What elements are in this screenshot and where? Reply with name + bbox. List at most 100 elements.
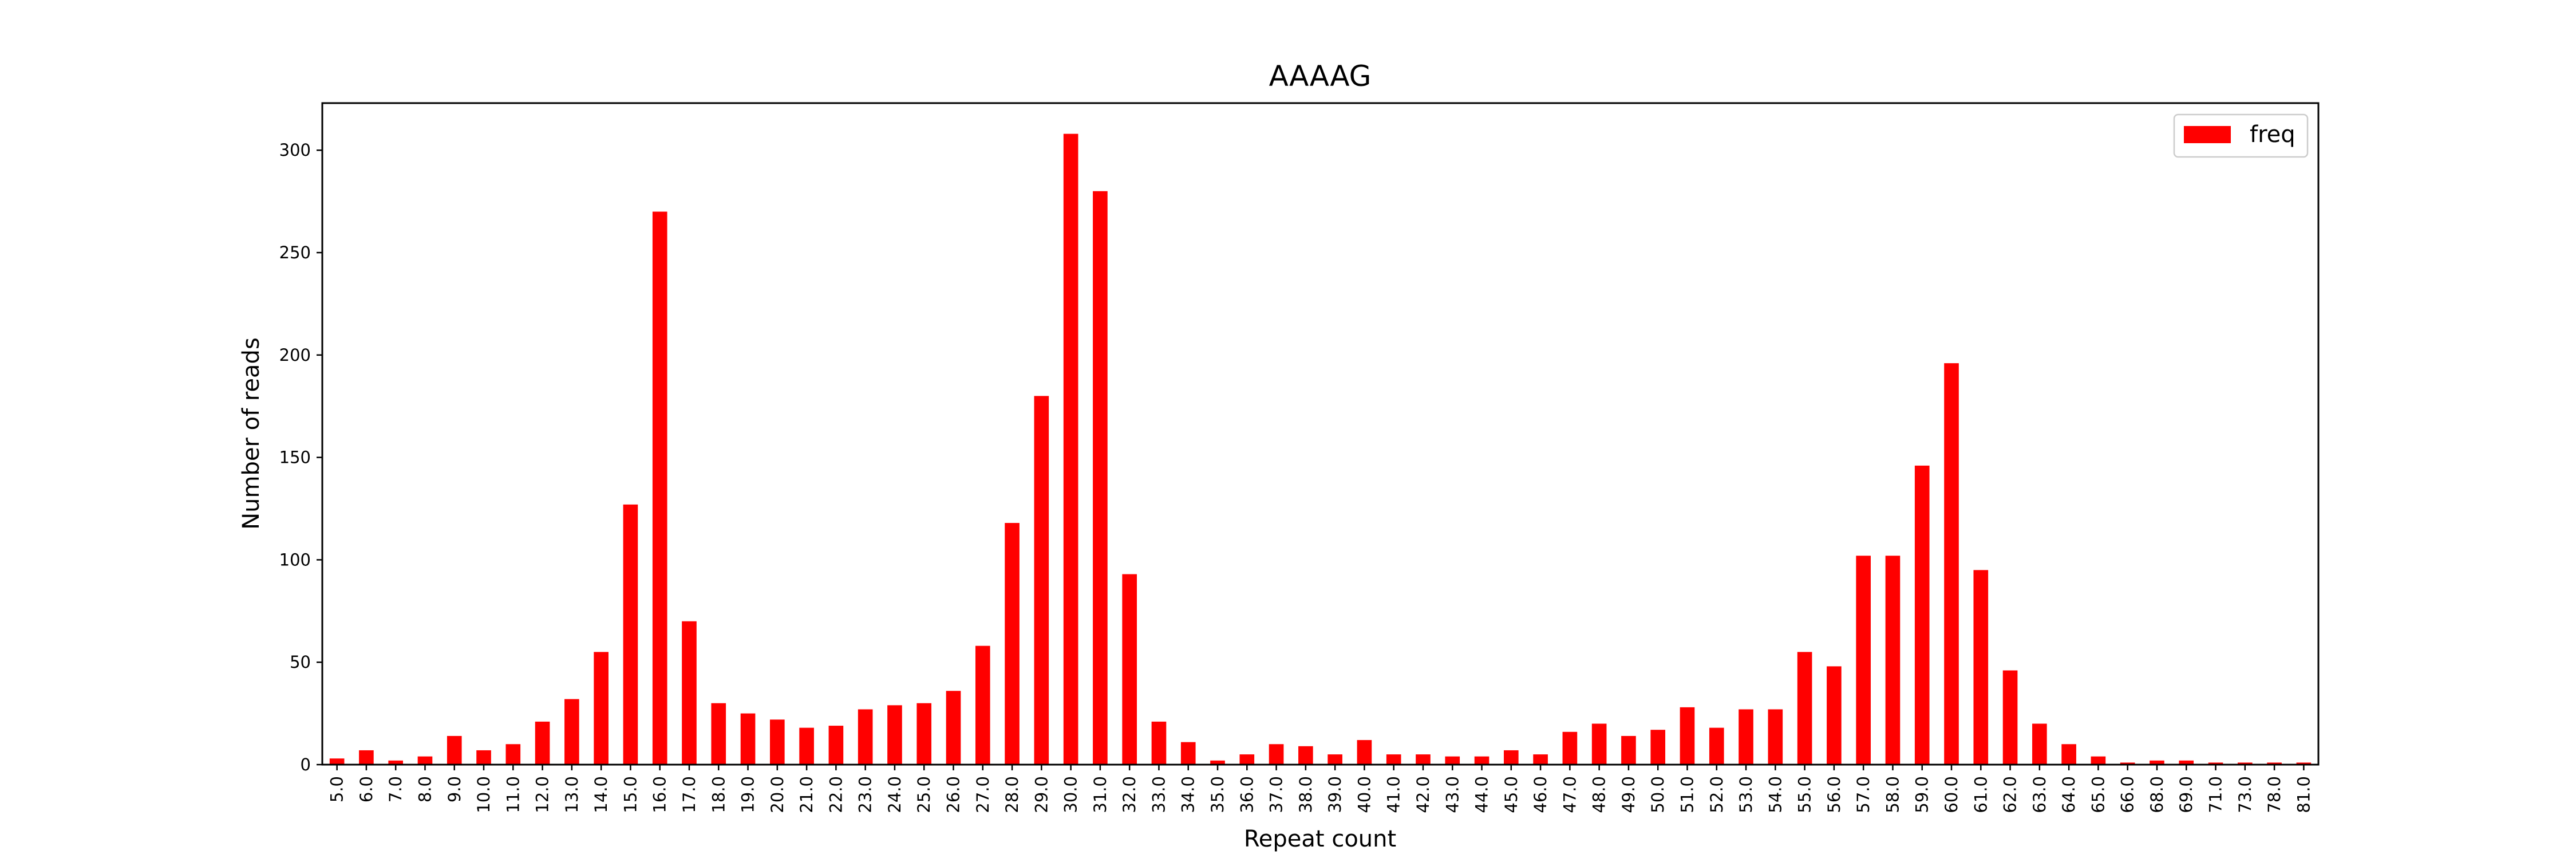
bar-60.0 [1944, 363, 1959, 765]
bar-23.0 [858, 709, 873, 765]
bar-28.0 [1005, 523, 1020, 765]
bar-69.0 [2179, 760, 2194, 765]
x-tick-label: 27.0 [973, 776, 993, 813]
bar-40.0 [1357, 740, 1372, 765]
bar-10.0 [476, 750, 491, 765]
bar-55.0 [1797, 652, 1812, 765]
bar-16.0 [652, 211, 667, 765]
bar-48.0 [1591, 723, 1607, 765]
x-tick-label: 37.0 [1267, 776, 1286, 813]
bar-29.0 [1034, 396, 1049, 765]
bar-24.0 [887, 705, 902, 765]
legend-label: freq [2250, 121, 2296, 148]
x-tick-label: 23.0 [856, 776, 875, 813]
x-tick-label: 38.0 [1296, 776, 1315, 813]
bar-12.0 [535, 721, 550, 765]
x-tick-label: 7.0 [386, 776, 405, 802]
bar-56.0 [1827, 666, 1842, 765]
bar-62.0 [2002, 670, 2018, 765]
bar-50.0 [1650, 730, 1666, 765]
x-tick-label: 46.0 [1531, 776, 1550, 813]
bar-66.0 [2120, 762, 2135, 765]
bar-37.0 [1269, 744, 1284, 765]
x-tick-label: 39.0 [1325, 776, 1345, 813]
bar-39.0 [1327, 754, 1342, 765]
bar-46.0 [1533, 754, 1548, 765]
x-tick-label: 30.0 [1061, 776, 1081, 813]
x-tick-label: 40.0 [1354, 776, 1374, 813]
bar-30.0 [1063, 133, 1078, 765]
x-tick-label: 69.0 [2176, 776, 2196, 813]
x-tick-label: 63.0 [2030, 776, 2049, 813]
bar-63.0 [2032, 723, 2047, 765]
x-tick-label: 32.0 [1120, 776, 1139, 813]
x-tick-label: 36.0 [1237, 776, 1257, 813]
legend: freq [2173, 113, 2309, 158]
bar-35.0 [1210, 760, 1225, 765]
bar-41.0 [1386, 754, 1401, 765]
bar-27.0 [975, 645, 990, 765]
x-tick-label: 44.0 [1472, 776, 1492, 813]
x-tick-label: 25.0 [914, 776, 934, 813]
bar-19.0 [740, 713, 756, 765]
bar-5.0 [329, 758, 345, 765]
bar-14.0 [594, 652, 609, 765]
bar-25.0 [916, 703, 932, 765]
bar-36.0 [1239, 754, 1255, 765]
bar-65.0 [2091, 756, 2106, 765]
bar-21.0 [799, 727, 814, 765]
x-tick-label: 16.0 [650, 776, 670, 813]
x-tick-label: 45.0 [1502, 776, 1521, 813]
bar-73.0 [2237, 762, 2253, 765]
bar-54.0 [1768, 709, 1783, 765]
bars [329, 133, 2312, 765]
y-axis: 0 50 100 150 200 250 300 [279, 140, 322, 774]
bar-59.0 [1914, 465, 1930, 765]
x-tick-label: 21.0 [797, 776, 816, 813]
x-tick-label: 54.0 [1765, 776, 1785, 813]
bar-53.0 [1739, 709, 1753, 765]
legend-swatch [2184, 126, 2231, 143]
x-tick-label: 53.0 [1736, 776, 1756, 813]
x-tick-label: 26.0 [944, 776, 963, 813]
plot-frame [321, 102, 2320, 766]
x-tick-label: 59.0 [1913, 776, 1932, 813]
bar-43.0 [1445, 756, 1460, 765]
y-tick-label: 50 [290, 652, 311, 672]
x-tick-label: 31.0 [1091, 776, 1110, 813]
chart-title: AAAAG [1269, 60, 1372, 93]
bar-26.0 [946, 691, 961, 765]
x-tick-label: 41.0 [1384, 776, 1404, 813]
x-tick-label: 42.0 [1413, 776, 1433, 813]
bar-20.0 [770, 719, 785, 765]
x-tick-label: 15.0 [621, 776, 640, 813]
bar-81.0 [2296, 762, 2312, 765]
x-tick-label: 6.0 [357, 776, 376, 802]
x-tick-label: 58.0 [1883, 776, 1902, 813]
bar-44.0 [1474, 756, 1490, 765]
bar-38.0 [1298, 746, 1313, 765]
x-tick-label: 56.0 [1824, 776, 1844, 813]
x-tick-label: 62.0 [2001, 776, 2020, 813]
x-tick-label: 51.0 [1677, 776, 1697, 813]
bar-49.0 [1621, 735, 1636, 765]
x-tick-label: 34.0 [1179, 776, 1198, 813]
x-tick-label: 14.0 [591, 776, 611, 813]
x-tick-label: 17.0 [679, 776, 699, 813]
x-tick-label: 12.0 [533, 776, 552, 813]
x-tick-label: 48.0 [1590, 776, 1609, 813]
x-tick-label: 50.0 [1648, 776, 1668, 813]
x-tick-label: 55.0 [1795, 776, 1815, 813]
x-tick-label: 68.0 [2147, 776, 2167, 813]
x-tick-label: 18.0 [709, 776, 728, 813]
bar-45.0 [1504, 750, 1519, 765]
bar-78.0 [2267, 762, 2282, 765]
y-tick-label: 300 [279, 140, 311, 160]
x-tick-label: 28.0 [1002, 776, 1022, 813]
bar-34.0 [1180, 742, 1196, 765]
y-tick-label: 100 [279, 550, 311, 569]
bar-18.0 [711, 703, 726, 765]
y-axis-label: Number of reads [238, 337, 264, 530]
